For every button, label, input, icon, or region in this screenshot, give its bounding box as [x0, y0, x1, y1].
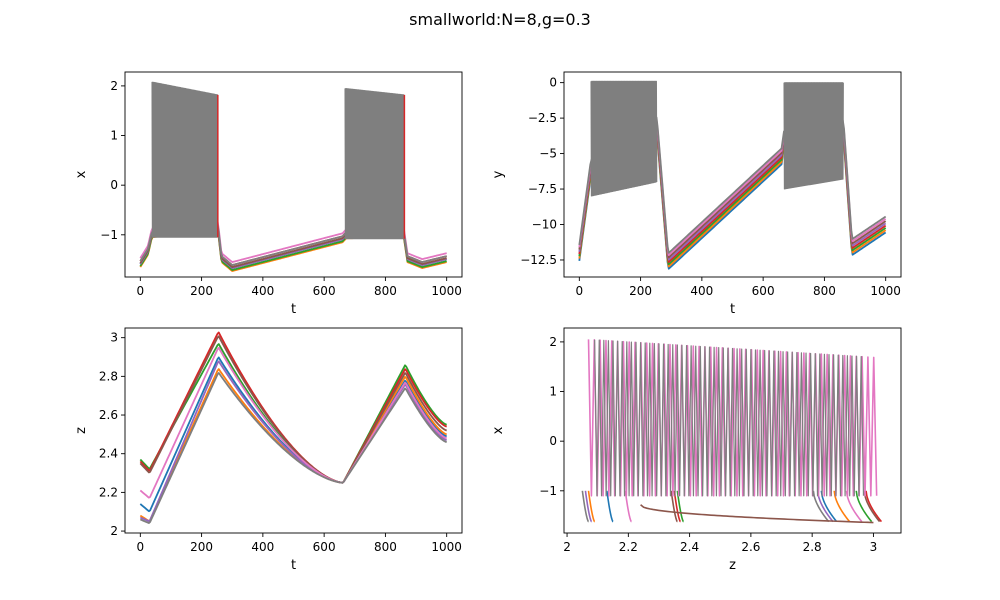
series-line-6	[139, 335, 447, 484]
y-tick-label: 0	[549, 76, 557, 90]
series-line-7	[139, 346, 447, 499]
y-axis-label: x	[491, 426, 506, 434]
series-line-4	[139, 331, 447, 484]
x-tick-label: 0	[575, 284, 583, 298]
exit-curve-8	[812, 490, 830, 523]
approach-curve-5	[584, 490, 593, 523]
x-tick-label: 400	[690, 284, 713, 298]
subplot-x-vs-t: 0 200 400 600 800 1000 −1 0 1 2 t x	[74, 71, 463, 317]
axes-frame	[563, 71, 902, 278]
y-axis-label: z	[74, 427, 89, 434]
y-tick-label: 2.4	[99, 447, 118, 461]
approach-curve-2	[587, 490, 596, 523]
x-tick-label: 800	[374, 284, 397, 298]
exit-curve-4	[865, 490, 883, 523]
plot-area	[578, 80, 887, 270]
x-tick-label: 3	[870, 540, 878, 554]
x-tick-label: 0	[136, 540, 144, 554]
exit-curve-5	[816, 490, 834, 523]
y-tick-label: 2	[110, 79, 118, 93]
axes-frame	[124, 71, 463, 278]
y-tick-label: 3	[110, 331, 118, 345]
y-tick-label: 0	[110, 178, 118, 192]
series-line-3	[139, 343, 447, 484]
y-axis-label: x	[74, 170, 89, 178]
exit-curve-6	[863, 490, 881, 523]
plot-area	[581, 338, 883, 524]
relaxation-branch	[640, 504, 874, 524]
y-tick-label: 1	[549, 385, 557, 399]
x-tick-label: 400	[251, 540, 274, 554]
x-tick-label: 200	[629, 284, 652, 298]
plot-area	[139, 81, 447, 272]
x-axis-label: z	[729, 558, 736, 573]
series-line-8	[139, 372, 447, 524]
y-tick-label: 2	[549, 335, 557, 349]
y-tick-label: −7.5	[528, 182, 557, 196]
x-tick-label: 200	[190, 284, 213, 298]
x-tick-label: 2.4	[680, 540, 699, 554]
x-tick-label: 2.2	[619, 540, 638, 554]
x-tick-label: 2	[563, 540, 571, 554]
burst-spikes-2	[783, 82, 844, 190]
subplot-y-vs-t: 0 200 400 600 800 1000 −12.5 −10 −7.5 −5 −2.5 0 t y	[491, 71, 902, 317]
x-tick-label: 2.6	[741, 540, 760, 554]
burst-spikes-1	[590, 80, 658, 197]
burst-spikes-2	[344, 87, 405, 240]
figure-title: smallworld:N=8,g=0.3	[409, 10, 591, 29]
x-axis-label: t	[291, 302, 296, 317]
core-oscillation	[594, 339, 865, 497]
x-tick-label: 1000	[870, 284, 901, 298]
y-tick-label: −5	[539, 147, 557, 161]
y-tick-label: −2.5	[528, 111, 557, 125]
x-tick-label: 600	[313, 540, 336, 554]
y-tick-label: 2.2	[99, 485, 118, 499]
y-tick-label: 2	[110, 524, 118, 538]
y-tick-label: 0	[549, 434, 557, 448]
exit-curve-2	[833, 490, 851, 523]
approach-curve-6	[670, 490, 679, 523]
exit-curve-7	[845, 490, 863, 523]
y-tick-label: −10	[532, 218, 557, 232]
x-tick-label: 0	[136, 284, 144, 298]
subplot-z-vs-t: 0 200 400 600 800 1000 2 2.2 2.4 2.6 2.8 3 t z	[74, 327, 463, 573]
approach-curve-7	[624, 490, 633, 523]
x-tick-label: 600	[752, 284, 775, 298]
approach-curve-3	[676, 490, 685, 523]
approach-curve-4	[673, 490, 682, 523]
x-axis-label: t	[291, 558, 296, 573]
plot-area	[139, 331, 447, 524]
y-tick-label: −1	[539, 484, 557, 498]
exit-curve-1	[820, 490, 838, 523]
y-tick-label: −12.5	[520, 253, 557, 267]
subplot-x-vs-z: 2 2.2 2.4 2.6 2.8 3 −1 0 1 2 z x	[491, 327, 902, 573]
axes-frame	[124, 327, 463, 534]
x-tick-label: 1000	[431, 540, 462, 554]
y-tick-label: 2.6	[99, 408, 118, 422]
outer-oscillation	[587, 338, 878, 497]
axes-frame	[563, 327, 902, 534]
approach-curve-1	[606, 490, 614, 523]
x-tick-label: 1000	[431, 284, 462, 298]
y-tick-label: 2.8	[99, 369, 118, 383]
x-tick-label: 800	[374, 540, 397, 554]
approach-curve-8	[581, 490, 590, 523]
x-axis-label: t	[730, 302, 735, 317]
x-tick-label: 2.8	[803, 540, 822, 554]
exit-curve-3	[855, 490, 873, 523]
y-tick-label: −1	[100, 228, 118, 242]
x-tick-label: 200	[190, 540, 213, 554]
burst-spikes-1	[151, 81, 219, 238]
x-tick-label: 800	[813, 284, 836, 298]
y-axis-label: y	[491, 170, 506, 178]
x-tick-label: 400	[251, 284, 274, 298]
y-tick-label: 1	[110, 129, 118, 143]
x-tick-label: 600	[313, 284, 336, 298]
